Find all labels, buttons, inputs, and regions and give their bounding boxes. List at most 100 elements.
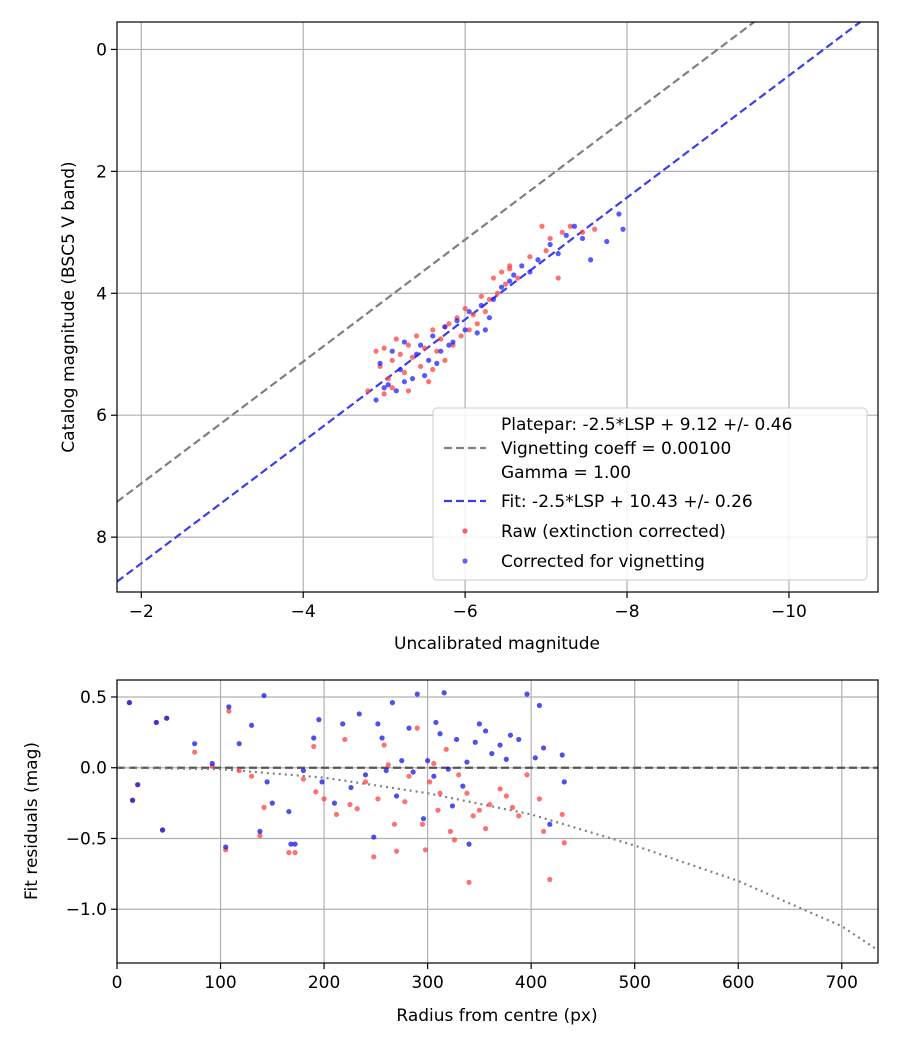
bottom-raw-point: [311, 743, 317, 750]
top-raw-point: [474, 321, 480, 327]
bottom-x-axis-label: Radius from centre (px): [396, 1006, 597, 1026]
bottom-raw-point: [419, 821, 426, 827]
bottom-raw-point: [292, 850, 298, 856]
bottom-vignetting-line: [117, 766, 878, 952]
top-corrected-point: [393, 388, 399, 394]
top-raw-point: [373, 348, 379, 354]
top-corrected-point: [430, 333, 436, 339]
top-x-tick-label: −6: [453, 602, 478, 622]
bottom-raw-point: [385, 762, 391, 768]
bottom-x-tick-label: 500: [618, 973, 650, 993]
bottom-corrected-point: [437, 731, 443, 737]
bottom-corrected-point: [159, 827, 166, 833]
bottom-corrected-point: [226, 704, 232, 710]
bottom-corrected-point: [489, 750, 495, 757]
bottom-raw-point: [414, 725, 420, 731]
bottom-raw-point: [402, 799, 408, 805]
top-corrected-point: [555, 251, 561, 257]
top-corrected-point: [385, 382, 391, 388]
top-x-tick-label: −4: [291, 602, 316, 622]
top-corrected-point: [482, 327, 488, 333]
top-corrected-point: [397, 366, 403, 373]
bottom-corrected-point: [441, 690, 447, 696]
calibration-plot: −2 −4 −6 −8 −10 0 2 4 6 8 Uncalibrated magnitude…: [59, 21, 879, 654]
top-raw-point: [409, 354, 416, 360]
top-raw-point: [426, 379, 432, 385]
bottom-corrected-point: [476, 721, 482, 727]
top-y-axis-label: Catalog magnitude (BSC5 V band): [59, 161, 79, 452]
bottom-x-tick-label: 700: [826, 973, 858, 993]
bottom-x-tick-label: 100: [204, 973, 236, 993]
top-raw-point: [401, 369, 407, 376]
bottom-corrected-point: [209, 760, 215, 767]
bottom-corrected-point: [264, 779, 270, 785]
bottom-corrected-point: [192, 741, 198, 747]
bottom-corrected-point: [340, 721, 346, 727]
bottom-raw-point: [248, 773, 255, 779]
bottom-raw-point: [362, 779, 369, 785]
bottom-corrected-point: [269, 800, 275, 806]
bottom-corrected-point: [540, 745, 547, 751]
bottom-corrected-point: [331, 800, 338, 806]
bottom-raw-point: [333, 811, 340, 818]
residuals-plot: 0 100 200 300 400 500 600 700 0.5 0.0 −0.5 −1.0 Ra…: [22, 679, 879, 1026]
bottom-corrected-point: [559, 752, 565, 758]
top-points: [365, 211, 626, 403]
bottom-x-tick-label: 0: [112, 973, 123, 993]
bottom-corrected-point: [454, 736, 460, 743]
top-raw-point: [365, 388, 371, 394]
legend-corrected-label: Corrected for vignetting: [501, 552, 705, 572]
bottom-corrected-point: [547, 821, 553, 827]
bottom-corrected-point: [316, 717, 322, 723]
bottom-corrected-point: [503, 756, 509, 762]
top-raw-point: [430, 366, 436, 373]
top-corrected-point: [377, 360, 383, 366]
top-corrected-point: [422, 372, 428, 379]
legend-corrected-marker: [462, 558, 468, 564]
top-corrected-point: [571, 223, 578, 229]
bottom-y-tick-label: −1.0: [66, 900, 107, 920]
top-corrected-point: [389, 348, 395, 354]
bottom-raw-point: [443, 746, 449, 752]
bottom-raw-point: [406, 773, 412, 779]
bottom-raw-point: [431, 760, 437, 767]
bottom-raw-point: [559, 811, 565, 818]
legend-fit-label: Fit: -2.5*LSP + 10.43 +/- 0.26: [501, 492, 753, 512]
top-raw-point: [430, 327, 436, 333]
bottom-y-tick-label: 0.5: [80, 688, 107, 708]
bottom-corrected-point: [311, 735, 317, 741]
bottom-corrected-point: [399, 758, 405, 764]
bottom-corrected-point: [286, 808, 292, 815]
bottom-corrected-point: [383, 767, 389, 774]
bottom-corrected-point: [300, 767, 306, 774]
bottom-corrected-point: [348, 784, 354, 791]
bottom-corrected-point: [449, 803, 456, 809]
bottom-raw-point: [470, 813, 476, 819]
top-x-tick-label: −8: [615, 602, 640, 622]
bottom-raw-point: [516, 813, 522, 819]
top-raw-point: [490, 275, 497, 281]
top-raw-point: [494, 290, 501, 296]
top-corrected-point: [474, 330, 480, 336]
bottom-corrected-point: [362, 772, 369, 778]
top-axes-frame: [116, 21, 879, 593]
bottom-raw-point: [300, 776, 306, 782]
bottom-corrected-point: [482, 728, 489, 734]
bottom-corrected-point: [431, 773, 437, 779]
top-y-ticks: 0 2 4 6 8: [96, 40, 117, 548]
legend-raw-label: Raw (extinction corrected): [501, 522, 726, 542]
top-raw-point: [442, 357, 448, 363]
top-corrected-point: [507, 278, 513, 284]
bottom-raw-point: [561, 840, 567, 846]
bottom-raw-point: [536, 796, 543, 802]
bottom-corrected-point: [236, 741, 242, 747]
bottom-x-tick-label: 600: [722, 973, 754, 993]
bottom-corrected-point: [135, 782, 141, 788]
bottom-corrected-point: [261, 692, 267, 699]
bottom-raw-point: [487, 801, 493, 808]
bottom-corrected-point: [389, 700, 396, 706]
top-corrected-point: [446, 342, 452, 348]
top-x-axis-label: Uncalibrated magnitude: [394, 634, 600, 654]
top-raw-point: [478, 293, 484, 299]
top-raw-point: [397, 351, 403, 357]
